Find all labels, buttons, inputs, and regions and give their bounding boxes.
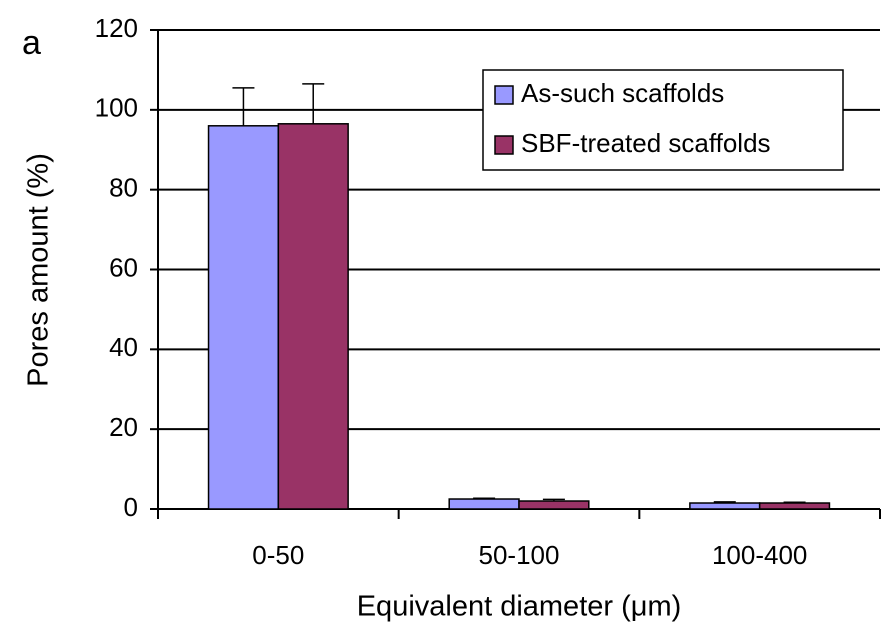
bar (448, 498, 520, 510)
bar (207, 125, 280, 510)
y-tick-label: 100 (95, 93, 138, 123)
y-tick-label: 120 (95, 13, 138, 43)
y-tick-label: 40 (109, 332, 138, 362)
y-tick-label: 0 (124, 492, 138, 522)
legend-swatch (494, 85, 514, 105)
error-bar (473, 497, 496, 500)
x-axis-title: Equivalent diameter (μm) (357, 591, 682, 623)
legend-swatch (494, 135, 514, 155)
bar (689, 502, 761, 510)
error-bar (713, 501, 736, 504)
x-tick-label: 100-400 (712, 540, 807, 570)
y-tick-label: 80 (109, 173, 138, 203)
x-tick-label: 50-100 (479, 540, 560, 570)
bar (518, 500, 590, 510)
y-tick-label: 60 (109, 252, 138, 282)
legend-label: As-such scaffolds (521, 78, 724, 108)
legend-label: SBF-treated scaffolds (521, 128, 771, 158)
y-axis-title: Pores amount (%) (23, 153, 55, 387)
error-bar (232, 87, 255, 126)
bar (758, 502, 831, 510)
error-bar (302, 83, 325, 124)
error-bar (783, 501, 806, 504)
y-tick-label: 20 (109, 412, 138, 442)
panel-label: a (22, 24, 41, 62)
error-bar (542, 498, 565, 502)
x-tick-label: 0-50 (252, 540, 304, 570)
bar (277, 123, 349, 510)
legend-box (482, 69, 844, 171)
